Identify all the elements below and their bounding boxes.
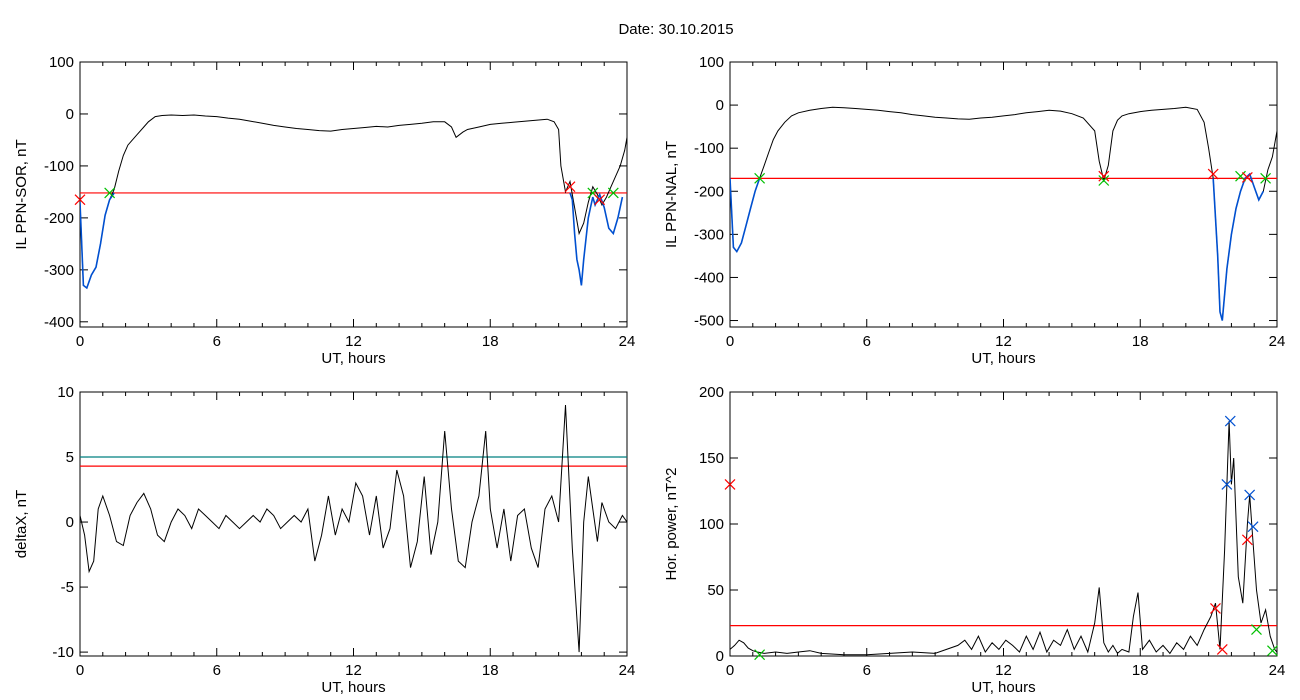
figure-title: Date: 30.10.2015: [618, 21, 733, 38]
y-tick-label: -100: [44, 158, 74, 175]
y-tick-label: -500: [694, 313, 724, 330]
plot-frame: [729, 391, 1278, 657]
x-marker: [607, 187, 619, 199]
series-line: [80, 404, 627, 653]
x-tick-label: 18: [482, 333, 499, 350]
x-axis-label: UT, hours: [321, 679, 385, 696]
x-tick-label: 0: [76, 662, 84, 679]
series-line: [1212, 172, 1265, 321]
y-tick-label: -300: [694, 226, 724, 243]
x-tick-label: 6: [213, 333, 221, 350]
x-tick-label: 0: [726, 333, 734, 350]
x-marker: [1210, 603, 1221, 614]
x-tick-label: 18: [1132, 333, 1149, 350]
x-marker: [1260, 172, 1272, 184]
x-marker: [724, 478, 736, 490]
y-tick-label: -200: [694, 183, 724, 200]
x-marker: [754, 172, 766, 184]
panel-ppn-sor: 0 6 12 18 24 100 0 -100 -200 -300 -400 UT, hours IL …: [13, 54, 635, 367]
y-tick-label: -200: [44, 210, 74, 227]
x-marker: [74, 194, 86, 206]
series-line: [730, 106, 1277, 321]
y-tick-label: -10: [52, 644, 74, 661]
series-line: [569, 192, 624, 286]
y-tick-label: 5: [66, 449, 74, 466]
plot-area: [730, 106, 1277, 321]
x-tick-label: 12: [345, 333, 362, 350]
x-marker: [594, 194, 606, 206]
y-tick-label: 100: [49, 54, 74, 71]
y-tick-label: -400: [694, 269, 724, 286]
x-marker: [1267, 645, 1278, 657]
x-marker: [1235, 170, 1246, 182]
x-tick-label: 6: [863, 662, 871, 679]
y-tick-label: -100: [694, 140, 724, 157]
x-marker: [1251, 624, 1262, 636]
series-line: [730, 178, 761, 254]
y-tick-label: 0: [716, 97, 724, 114]
x-tick-label: 24: [619, 333, 636, 350]
x-tick-label: 12: [345, 662, 362, 679]
plot-area: [80, 404, 627, 653]
y-tick-label: 0: [66, 514, 74, 531]
series-line: [80, 114, 627, 289]
plot-frame: [79, 61, 628, 328]
x-marker: [1216, 643, 1228, 655]
panel-ppn-nal: 0 6 12 18 24 100 0 -100 -200 -300 -400 -500 UT, hour…: [663, 54, 1285, 367]
x-tick-label: 18: [482, 662, 499, 679]
y-tick-label: 10: [57, 384, 74, 401]
plot-area: [80, 114, 627, 290]
x-marker: [1221, 478, 1233, 490]
x-axis-label: UT, hours: [971, 350, 1035, 367]
x-tick-label: 18: [1132, 662, 1149, 679]
plot-area: [730, 420, 1277, 656]
y-tick-label: 50: [707, 582, 724, 599]
y-tick-label: 200: [699, 384, 724, 401]
x-marker: [104, 187, 116, 199]
x-marker: [754, 649, 766, 661]
x-tick-label: 12: [995, 333, 1012, 350]
y-tick-label: 100: [699, 516, 724, 533]
y-axis-label: IL PPN-NAL, nT: [663, 141, 680, 248]
panel-deltax: 0 6 12 18 24 10 5 0 -5 -10 UT, hours deltaX, nT: [13, 384, 635, 696]
panel-hor-power: 0 6 12 18 24 0 50 100 150 200 UT, hours Hor. power,…: [663, 384, 1285, 696]
x-marker: [564, 181, 576, 193]
x-marker: [1207, 168, 1219, 180]
y-axis-label: IL PPN-SOR, nT: [13, 139, 30, 249]
x-axis-label: UT, hours: [321, 350, 385, 367]
x-marker: [1098, 170, 1110, 182]
x-tick-label: 12: [995, 662, 1012, 679]
y-tick-label: -400: [44, 314, 74, 331]
x-tick-label: 6: [213, 662, 221, 679]
x-tick-label: 0: [726, 662, 734, 679]
series-line: [730, 420, 1277, 656]
y-tick-label: -300: [44, 262, 74, 279]
x-axis-label: UT, hours: [971, 679, 1035, 696]
x-marker: [1244, 489, 1256, 501]
x-tick-label: 24: [1269, 662, 1286, 679]
x-marker: [1098, 175, 1110, 186]
y-tick-label: 0: [66, 106, 74, 123]
y-axis-label: Hor. power, nT^2: [663, 468, 680, 581]
y-axis-label: deltaX, nT: [13, 490, 30, 558]
y-tick-label: -5: [61, 579, 74, 596]
x-marker: [1241, 172, 1253, 183]
x-tick-label: 0: [76, 333, 84, 350]
x-marker: [1247, 521, 1259, 533]
x-marker: [1224, 415, 1236, 427]
y-tick-label: 0: [716, 648, 724, 665]
x-tick-label: 24: [1269, 333, 1286, 350]
plot-frame: [79, 391, 628, 657]
x-tick-label: 24: [619, 662, 636, 679]
y-tick-label: 100: [699, 54, 724, 71]
series-line: [80, 192, 115, 290]
plot-frame: [729, 61, 1278, 328]
x-tick-label: 6: [863, 333, 871, 350]
x-marker: [1241, 534, 1253, 546]
y-tick-label: 150: [699, 450, 724, 467]
